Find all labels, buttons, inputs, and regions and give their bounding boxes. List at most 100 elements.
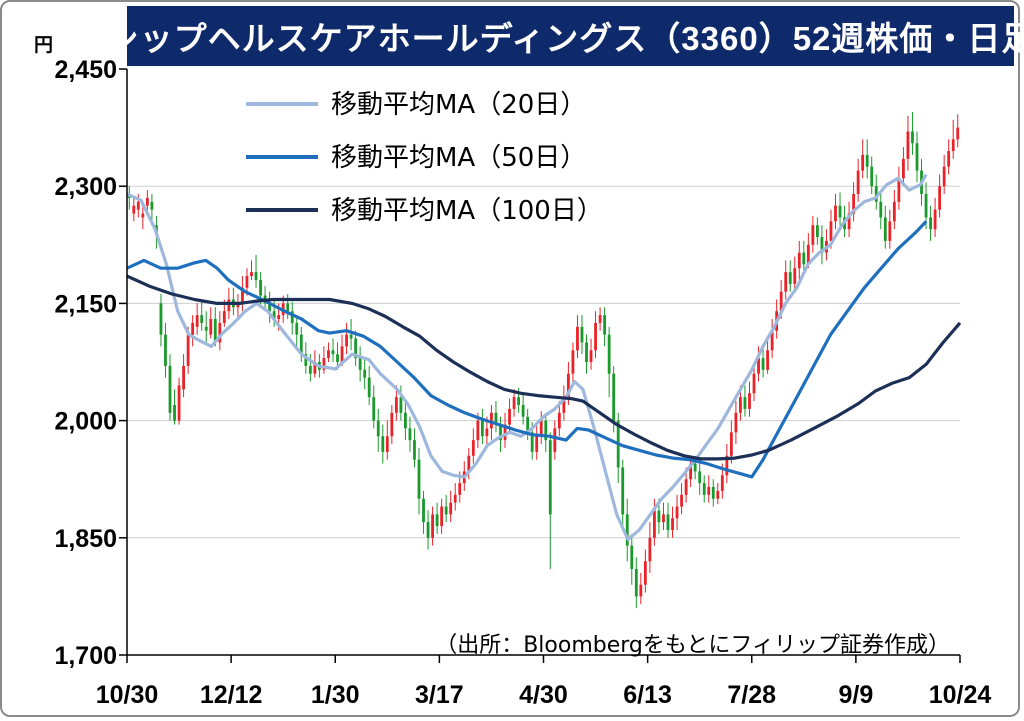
candle-body [720, 475, 724, 491]
candle-body [739, 397, 742, 413]
candle-body [354, 338, 358, 359]
candle-body [467, 455, 471, 472]
candle-body [358, 358, 362, 370]
candle-body [784, 272, 788, 292]
candle [435, 502, 439, 534]
candle [453, 483, 457, 511]
y-tick-label: 2,450 [54, 56, 117, 84]
candle-body [743, 397, 747, 409]
candle-body [367, 377, 371, 398]
candle-body [684, 479, 688, 495]
candle [404, 401, 407, 441]
candle [852, 182, 856, 222]
candle [340, 334, 344, 366]
candle [838, 192, 842, 226]
candle-body [680, 494, 683, 507]
candle-body [757, 358, 760, 374]
candle [381, 424, 385, 464]
candle [639, 572, 643, 605]
candle-body [394, 397, 398, 413]
candle [576, 315, 579, 359]
candle-body [390, 412, 394, 437]
candle [956, 114, 960, 148]
candle-body [707, 487, 711, 495]
candle [666, 502, 670, 538]
candle [331, 338, 335, 362]
candle-body [938, 186, 942, 210]
x-tick-label: 10/24 [929, 681, 992, 709]
candle [299, 326, 303, 362]
candle-body [625, 514, 629, 546]
candle-body [770, 330, 774, 351]
candle [544, 412, 548, 452]
chart-title: シップヘルスケアホールディングス（3360）52週株価・日足 [106, 6, 1024, 66]
legend: 移動平均MA（20日） 移動平均MA（50日） 移動平均MA（100日） [246, 90, 603, 226]
candle [711, 479, 715, 507]
candle-body [576, 326, 579, 351]
candle-body [444, 506, 448, 515]
candle-body [159, 303, 163, 335]
candle-body [195, 315, 199, 327]
candle [503, 412, 507, 448]
candle-body [911, 131, 914, 144]
candle-body [874, 186, 878, 202]
candle [413, 428, 416, 468]
candle [417, 447, 421, 515]
candle [548, 432, 552, 570]
candle [557, 401, 561, 437]
candle-body [182, 365, 185, 390]
candle-body [236, 303, 240, 308]
candle-body [956, 127, 960, 140]
candle [734, 401, 738, 445]
candle [892, 190, 896, 230]
candle [390, 404, 394, 445]
candle-body [145, 197, 149, 206]
candle-body [634, 569, 638, 597]
candle [870, 156, 874, 195]
x-tick-label: 9/9 [838, 681, 873, 709]
candle [766, 338, 769, 374]
candle-body [662, 514, 665, 523]
candle-body [585, 342, 588, 362]
candle-body [557, 412, 561, 429]
candle-body [204, 326, 208, 331]
axes: 1,700 1,850 2,000 2,150 2,300 2,450 10/30 12/12… [54, 56, 991, 709]
candle-body [308, 365, 312, 374]
candle-body [245, 276, 249, 288]
candle [399, 385, 403, 421]
candle [286, 294, 290, 320]
candle [480, 408, 484, 445]
y-axis-unit: 円 [34, 35, 54, 56]
candle-body [471, 440, 475, 456]
candle-body [562, 397, 566, 413]
candle-body [820, 236, 824, 253]
candle-body [748, 393, 751, 409]
candle [621, 459, 625, 530]
candle-body [539, 420, 543, 437]
candle-body [630, 545, 634, 570]
candle-body [426, 522, 430, 538]
candle [499, 416, 502, 452]
candle-body [521, 404, 525, 417]
candle-body [802, 252, 806, 265]
candle-body [141, 213, 145, 218]
candle [471, 428, 475, 464]
candle-body [259, 279, 262, 296]
candle [725, 444, 729, 484]
candle-body [250, 272, 253, 277]
candle [748, 381, 751, 417]
candle-body [476, 420, 480, 441]
candle [906, 115, 910, 171]
candle [865, 139, 869, 179]
candle-body [372, 397, 376, 421]
candle [539, 411, 543, 445]
candle-body [806, 244, 810, 265]
candle [675, 494, 679, 530]
candle-body [698, 471, 702, 484]
candle-body [621, 467, 625, 515]
candle-body [779, 291, 783, 312]
candle [363, 358, 367, 390]
candle [879, 190, 883, 230]
candle [327, 342, 330, 362]
candle-body [671, 518, 674, 530]
